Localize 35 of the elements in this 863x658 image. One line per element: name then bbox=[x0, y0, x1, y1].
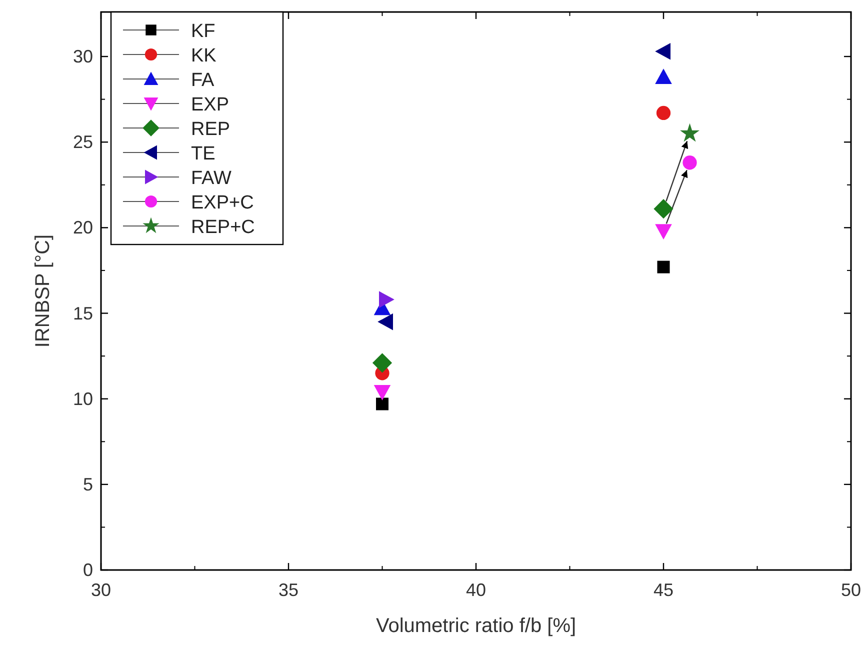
x-axis-title: Volumetric ratio f/b [%] bbox=[376, 615, 576, 637]
point bbox=[654, 199, 674, 219]
point bbox=[680, 123, 700, 142]
legend-label: FAW bbox=[191, 168, 232, 189]
x-tick-label: 40 bbox=[466, 580, 486, 600]
point bbox=[374, 384, 391, 400]
y-tick-label: 30 bbox=[72, 46, 93, 67]
legend-label: KK bbox=[191, 46, 217, 66]
point bbox=[655, 42, 670, 60]
y-tick-label: 25 bbox=[72, 132, 93, 152]
point bbox=[372, 353, 392, 373]
x-tick-label: 45 bbox=[653, 580, 674, 600]
y-tick-label: 15 bbox=[72, 303, 93, 324]
y-tick-label: 20 bbox=[72, 218, 93, 238]
legend-label: FA bbox=[191, 70, 215, 91]
y-tick-label: 10 bbox=[72, 388, 93, 409]
legend-label: REP+C bbox=[191, 217, 255, 238]
y-tick-label: 5 bbox=[82, 474, 93, 494]
point bbox=[655, 68, 672, 84]
point bbox=[378, 313, 393, 330]
legend-label: KF bbox=[191, 21, 216, 42]
point bbox=[656, 106, 671, 120]
point bbox=[379, 291, 394, 308]
y-axis-title: IRNBSP [°C] bbox=[32, 234, 54, 348]
x-tick-label: 50 bbox=[840, 580, 862, 600]
y-tick-label: 0 bbox=[82, 560, 93, 580]
point bbox=[682, 156, 697, 170]
legend-label: EXP+C bbox=[191, 192, 254, 214]
legend-label: REP bbox=[191, 119, 230, 140]
legend-label: TE bbox=[191, 144, 216, 164]
point bbox=[376, 398, 389, 410]
x-tick-label: 35 bbox=[278, 580, 299, 600]
legend-label: EXP bbox=[191, 94, 230, 116]
point bbox=[657, 260, 670, 274]
point bbox=[655, 224, 672, 240]
